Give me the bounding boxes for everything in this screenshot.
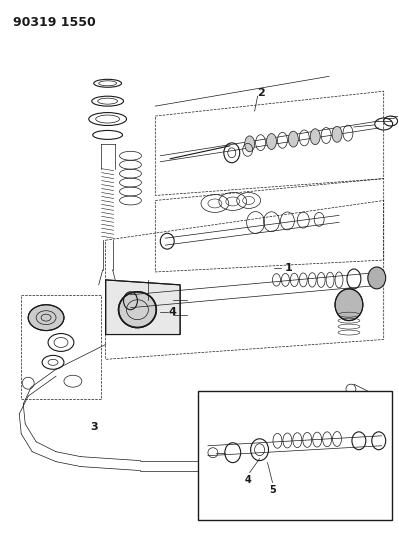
- Ellipse shape: [368, 267, 386, 289]
- Text: 1: 1: [284, 263, 292, 273]
- Ellipse shape: [267, 134, 277, 149]
- Text: 4: 4: [168, 306, 176, 317]
- Ellipse shape: [332, 126, 342, 142]
- Ellipse shape: [28, 305, 64, 330]
- Text: 4: 4: [244, 475, 251, 486]
- Text: 90319 1550: 90319 1550: [13, 16, 96, 29]
- Ellipse shape: [310, 129, 320, 144]
- Text: 2: 2: [258, 88, 265, 98]
- Text: 3: 3: [91, 422, 99, 432]
- Text: 3: 3: [215, 473, 223, 483]
- Text: 5: 5: [269, 486, 276, 496]
- Ellipse shape: [245, 136, 255, 152]
- Bar: [198, 391, 392, 520]
- Ellipse shape: [335, 289, 363, 321]
- Ellipse shape: [119, 292, 156, 328]
- Ellipse shape: [288, 131, 298, 147]
- Polygon shape: [106, 280, 180, 335]
